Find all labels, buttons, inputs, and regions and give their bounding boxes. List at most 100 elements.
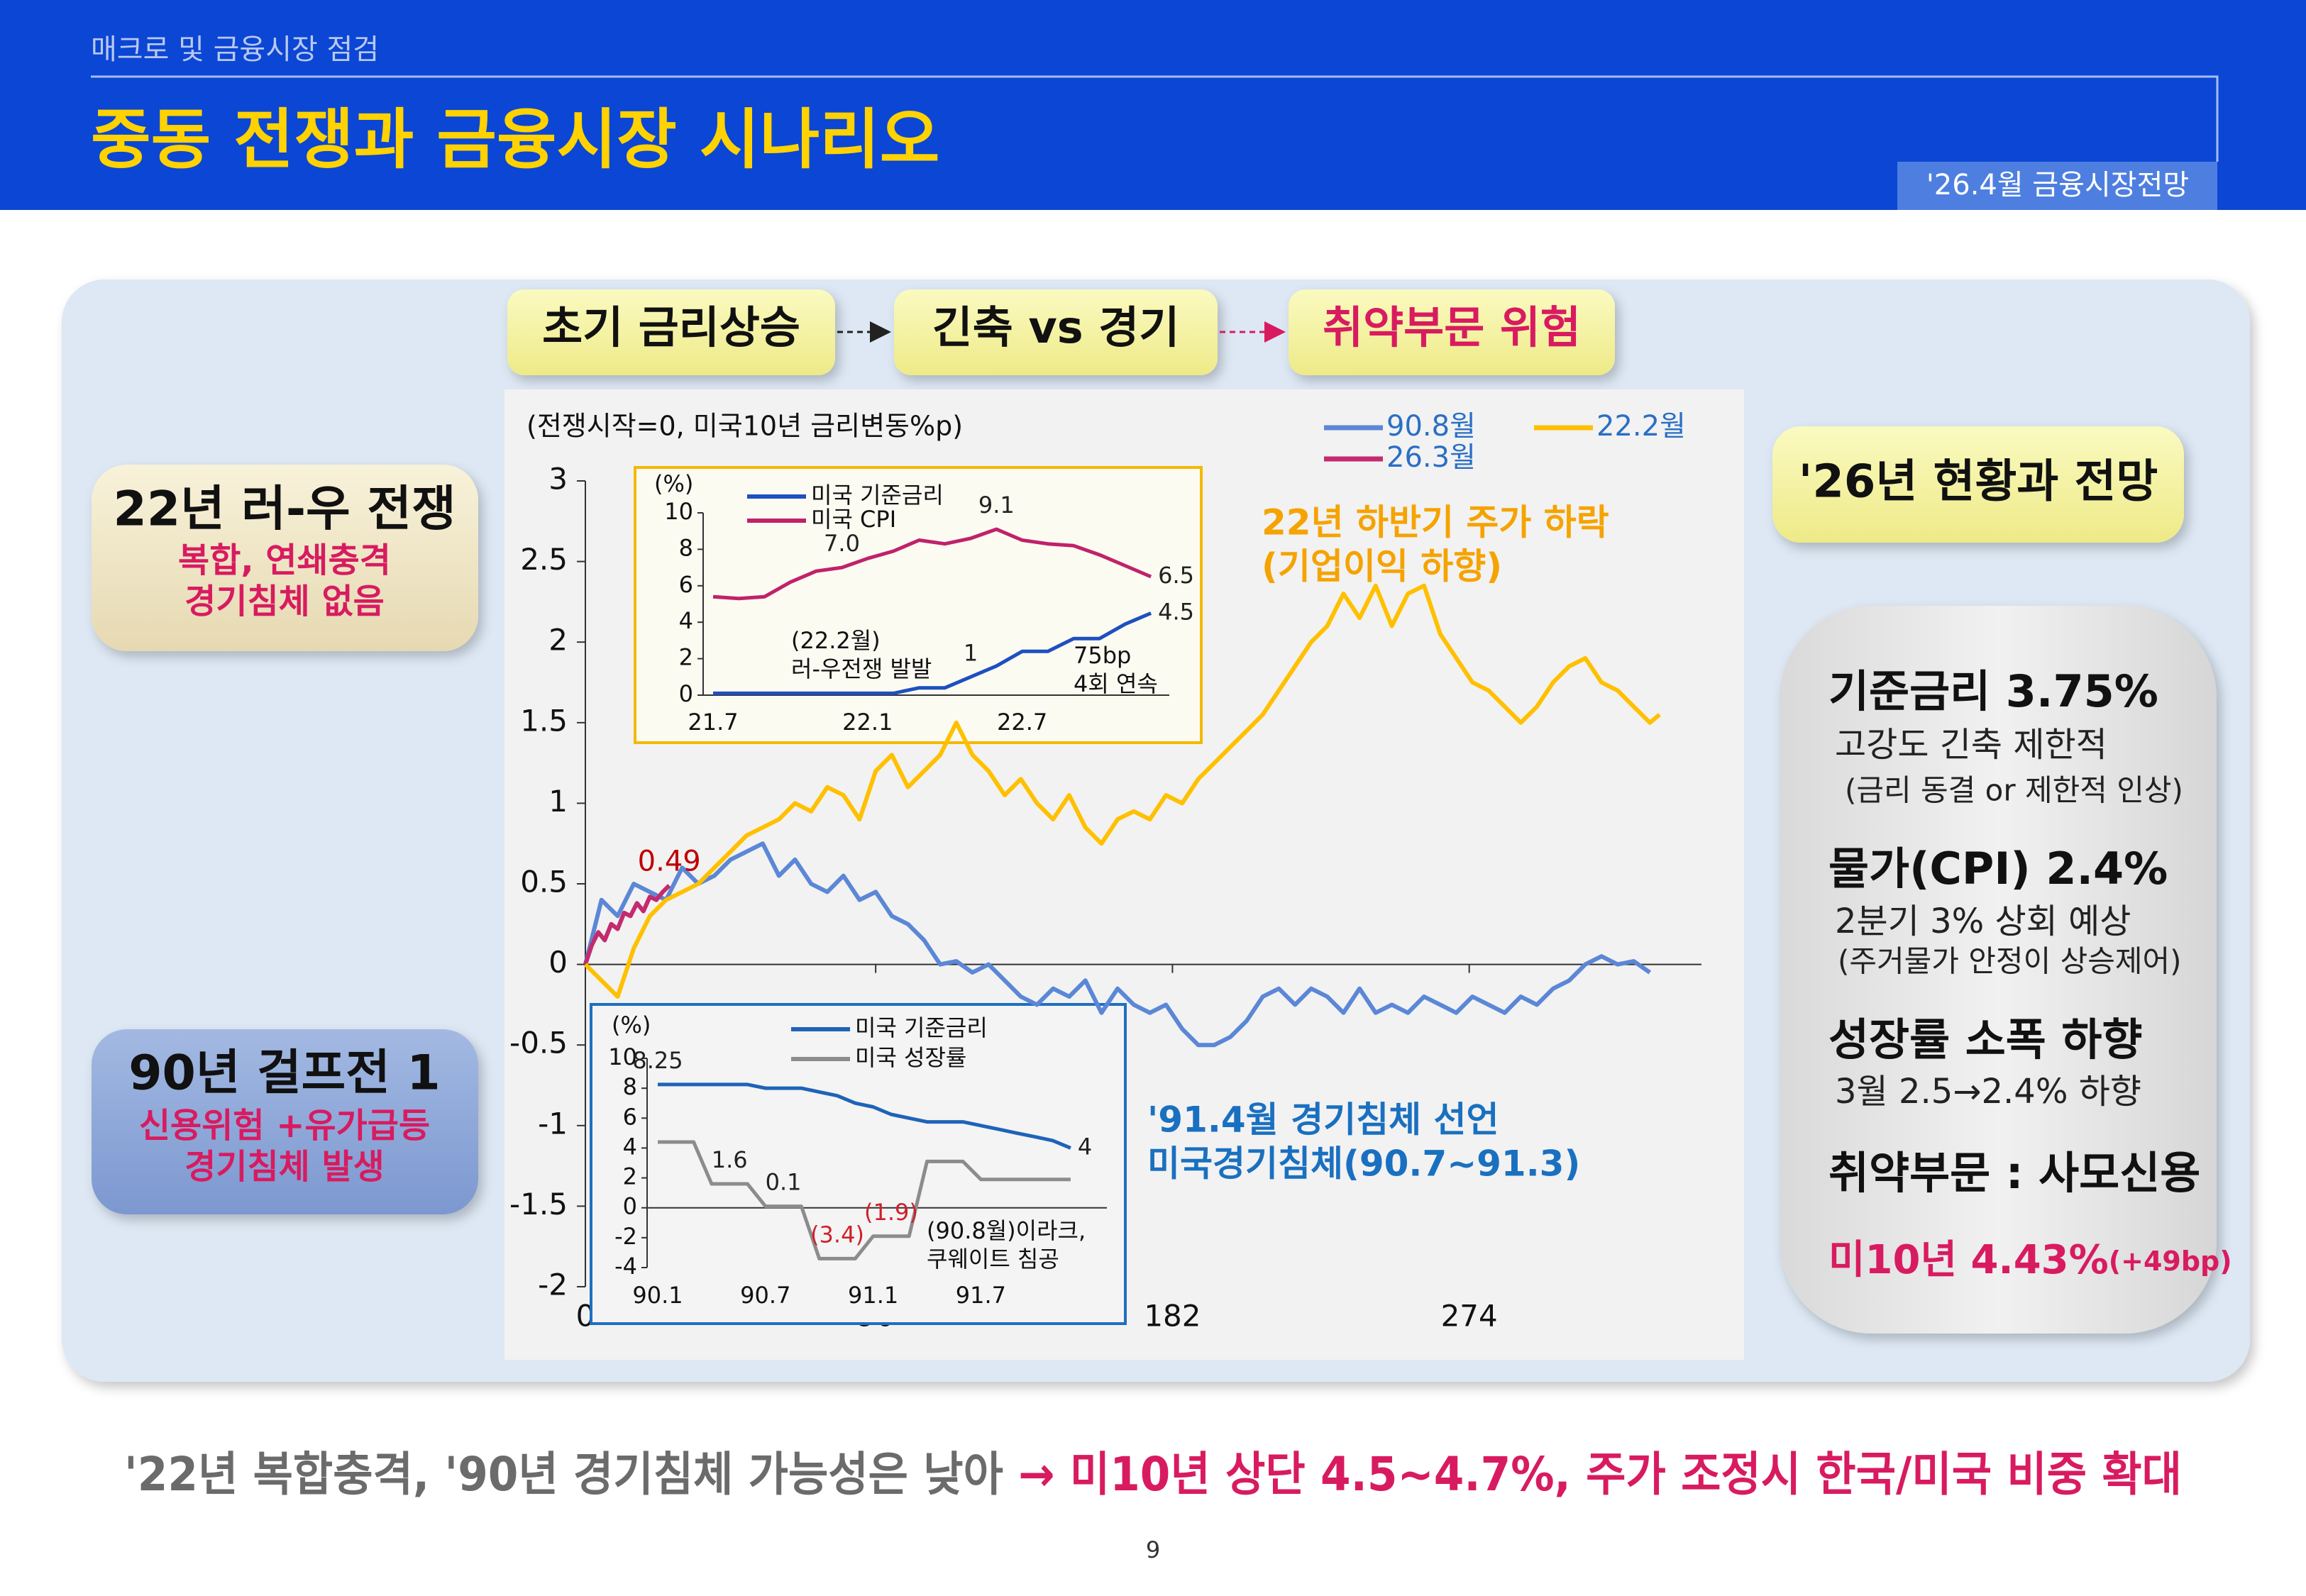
- outlook-line: 2분기 3% 상회 예상: [1835, 902, 2131, 941]
- case-title: 22년 러-우 전쟁: [114, 482, 456, 538]
- annotation: (기업이익 하향): [1262, 546, 1502, 587]
- annotation: 4회 연속: [1074, 670, 1158, 697]
- x-tick-label: 90.1: [632, 1282, 683, 1309]
- case-box: [92, 1029, 478, 1214]
- x-tick-label: 21.7: [688, 709, 738, 736]
- y-tick-label: 0: [679, 680, 693, 707]
- legend-label: 미국 성장률: [855, 1044, 966, 1071]
- y-axis-label: (%): [654, 470, 693, 497]
- y-tick-label: 4: [679, 607, 693, 634]
- y-tick-label: 2: [623, 1163, 637, 1190]
- y-tick-label: 0: [623, 1193, 637, 1220]
- inset-frame: [634, 466, 1203, 744]
- series-line: [658, 1082, 1071, 1150]
- y-tick-label: 6: [679, 571, 693, 598]
- outlook-title-box: [1772, 426, 2184, 543]
- case-line: 경기침체 없음: [184, 582, 385, 621]
- y-tick-label: 6: [623, 1103, 637, 1130]
- section-label: 매크로 및 금융시장 점검: [91, 33, 379, 66]
- footer-highlight: → 미10년 상단 4.5~4.7%, 주가 조정시 한국/미국 비중 확대: [1018, 1447, 2182, 1502]
- series-line: [712, 527, 1152, 601]
- flow-box: [894, 289, 1218, 375]
- outlook-head: 성장률 소폭 하향: [1828, 1014, 2142, 1065]
- legend-label: 90.8월: [1386, 410, 1476, 443]
- value-label: 6.5: [1158, 562, 1194, 589]
- y-tick-label: -2: [614, 1223, 637, 1250]
- outlook-line: 3월 2.5→2.4% 하향: [1835, 1072, 2141, 1112]
- outlook-head: 기준금리 3.75%: [1828, 665, 2158, 717]
- footer-text: '22년 복합충격, '90년 경기침체 가능성은 낮아: [124, 1447, 1018, 1502]
- y-tick-label: 2: [548, 623, 568, 658]
- outlook-head: 물가(CPI) 2.4%: [1828, 843, 2168, 894]
- page-title: 중동 전쟁과 금융시장 시나리오: [91, 101, 939, 177]
- legend-label: 26.3월: [1386, 441, 1476, 474]
- legend-label: 22.2월: [1596, 410, 1686, 443]
- outlook-panel: [1780, 606, 2217, 1334]
- flow-box: [1289, 289, 1615, 375]
- y-tick-label: -2: [538, 1268, 568, 1302]
- y-tick-label: 0.5: [520, 865, 568, 899]
- y-tick-label: 8: [679, 534, 693, 561]
- x-tick-label: 22.7: [997, 709, 1047, 736]
- outlook-note: (주거물가 안정이 상승제어): [1838, 944, 2182, 979]
- case-box: [92, 465, 478, 651]
- outlook-head: 취약부문 : 사모신용: [1828, 1147, 2200, 1199]
- inset-frame: [590, 1003, 1127, 1325]
- footer: '22년 복합충격, '90년 경기침체 가능성은 낮아 → 미10년 상단 4…: [124, 1447, 2182, 1502]
- badge-text: '26.4월 금융시장전망: [1926, 169, 2189, 201]
- x-tick-label: 91.1: [848, 1282, 898, 1309]
- y-tick-label: 8: [623, 1073, 637, 1100]
- x-tick-label: 22.1: [842, 709, 893, 736]
- annotation: 쿠웨이트 침공: [927, 1246, 1059, 1273]
- flow-box: [507, 289, 835, 375]
- yield-change: (+49bp): [2109, 1246, 2232, 1277]
- y-tick-label: 1: [548, 784, 568, 819]
- outlook-title: '26년 현황과 전망: [1799, 456, 2158, 509]
- y-tick-label: 4: [623, 1133, 637, 1160]
- annotation: 미국경기침체(90.7~91.3): [1147, 1143, 1580, 1185]
- annotation: 75bp: [1074, 642, 1131, 669]
- flow-text: 초기 금리상승: [542, 301, 800, 353]
- axis-subtitle: (전쟁시작=0, 미국10년 금리변동%p): [526, 411, 963, 442]
- x-tick-label: 274: [1441, 1299, 1498, 1334]
- yield-level: 미10년 4.43%: [1828, 1237, 2109, 1283]
- y-tick-label: 2: [679, 644, 693, 671]
- value-label: 4.5: [1158, 598, 1194, 625]
- value-label: 8.25: [632, 1047, 683, 1074]
- value-label: (3.4): [810, 1221, 864, 1248]
- value-label: 4: [1078, 1133, 1092, 1160]
- chart: (전쟁시작=0, 미국10년 금리변동%p) 3 2.5 2 1.5 1 0.5 0 -0.5 -…: [509, 410, 1701, 1334]
- flow-text: 긴축 vs 경기: [932, 301, 1180, 353]
- y-tick-label: 0: [548, 945, 568, 980]
- annotation: (22.2월): [791, 627, 881, 654]
- x-tick-label: 182: [1144, 1299, 1201, 1334]
- legend-label: 미국 기준금리: [855, 1014, 988, 1041]
- annotation: 22년 하반기 주가 하락: [1262, 502, 1609, 543]
- outlook-line: 고강도 긴축 제한적: [1835, 725, 2107, 765]
- y-tick-label: 3: [548, 462, 568, 497]
- series-line: [583, 841, 1652, 1048]
- series-line: [583, 884, 671, 965]
- annotation: (90.8월)이라크,: [927, 1217, 1086, 1244]
- value-label: 1.6: [712, 1146, 748, 1173]
- outlook-yield: 미10년 4.43%(+49bp): [1828, 1237, 2232, 1283]
- outlook-note: (금리 동결 or 제한적 인상): [1845, 773, 2183, 808]
- header-rule: [91, 75, 2219, 162]
- y-tick-label: 1.5: [520, 703, 568, 738]
- y-tick-label: 2.5: [520, 542, 568, 577]
- legend-label: 미국 기준금리: [811, 482, 944, 509]
- value-label: 0.49: [638, 845, 701, 877]
- case-title: 90년 걸프전 1: [128, 1046, 441, 1102]
- y-axis-label: (%): [612, 1012, 651, 1038]
- y-tick-label: -1: [538, 1106, 568, 1141]
- x-tick-label: 90.7: [740, 1282, 790, 1309]
- y-tick-label: 10: [664, 498, 693, 525]
- y-tick-label: -4: [614, 1253, 637, 1280]
- value-label: 0.1: [766, 1169, 802, 1196]
- annotation: 러-우전쟁 발발: [791, 655, 932, 682]
- flow-text: 취약부문 위험: [1323, 301, 1581, 353]
- series-line: [713, 611, 1152, 695]
- page-number: 9: [1146, 1536, 1160, 1563]
